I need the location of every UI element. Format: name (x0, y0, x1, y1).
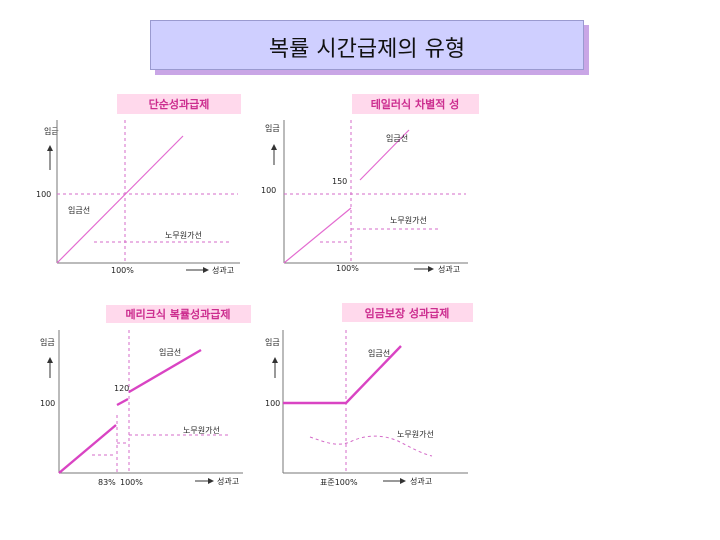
panel-3-wage-line-high (128, 348, 202, 394)
panel-2-ylabel: 임금 (265, 124, 280, 133)
panel-4-ylabel: 임금 (265, 338, 280, 347)
panel-3-wage-line-mid (116, 397, 129, 407)
panel-4-cost-curve (309, 435, 433, 457)
panel-3-wage-line-low (58, 424, 117, 474)
panel-3-mid-value: 120 (114, 384, 129, 393)
panel-3-line-label: 임금선 (159, 348, 181, 357)
panel-2-xlabel: 성과고 (438, 265, 460, 274)
panel-guaranteed-wage: 임금보장 성과급제 임금 100 임금선 노무원가선 표준100% 성과고 (265, 303, 473, 487)
panel-4-title: 임금보장 성과급제 (365, 306, 450, 320)
panel-3-xlabel: 성과고 (217, 477, 239, 486)
slide-title-box: 복률 시간급제의 유형 (150, 20, 584, 70)
panel-2-x-tick: 100% (336, 264, 359, 273)
panel-3-x-tick-83: 83% (98, 478, 116, 487)
panel-1-x-tick: 100% (111, 266, 134, 275)
panel-4-title-box (342, 303, 473, 322)
panel-1-xlabel: 성과고 (212, 266, 234, 275)
panel-4-xlabel: 성과고 (410, 477, 432, 486)
panel-simple-piece-rate: 단순성과급제 임금 100 임금선 노무원가선 100% 성과고 (36, 94, 241, 275)
panel-3-dashed-label: 노무원가선 (183, 426, 220, 435)
panel-3-title: 메리크식 복률성과급제 (125, 307, 230, 321)
panel-1-title: 단순성과급제 (149, 97, 210, 111)
panel-2-wage-line-high (359, 129, 410, 181)
panel-3-y-tick: 100 (40, 399, 55, 408)
panel-2-y-tick: 100 (261, 186, 276, 195)
panel-3-x-tick-100: 100% (120, 478, 143, 487)
panel-4-wage-line (283, 345, 402, 405)
slide-title: 복률 시간급제의 유형 (268, 37, 466, 62)
panel-2-title: 테일러식 차별적 성 (371, 97, 460, 111)
panel-3-ylabel: 임금 (40, 338, 55, 347)
panel-1-dashed-label: 노무원가선 (165, 231, 202, 240)
panel-1-y-tick: 100 (36, 190, 51, 199)
panel-2-title-box (352, 94, 479, 114)
panel-merrick-multiple: 메리크식 복률성과급제 임금 100 120 임금선 노무원가선 83% 100… (40, 305, 251, 487)
panel-4-line-label: 임금선 (368, 349, 390, 358)
panel-1-wage-line (56, 135, 184, 264)
panel-2-wage-line-low (283, 207, 352, 264)
panel-4-y-tick: 100 (265, 399, 280, 408)
panel-taylor-differential: 테일러식 차별적 성 임금 100 150 임금선 노무원가선 100% 성과고 (261, 94, 479, 274)
panel-2-line-label: 임금선 (386, 134, 408, 143)
panel-4-x-tick: 표준100% (320, 478, 358, 487)
panel-2-mid-value: 150 (332, 177, 347, 186)
panel-1-ylabel: 임금 (44, 127, 59, 136)
panel-3-title-box (106, 305, 251, 323)
panel-4-dashed-label: 노무원가선 (397, 430, 434, 439)
panel-1-title-box (117, 94, 241, 114)
panel-2-dashed-label: 노무원가선 (390, 216, 427, 225)
panel-1-line-label: 임금선 (68, 206, 90, 215)
